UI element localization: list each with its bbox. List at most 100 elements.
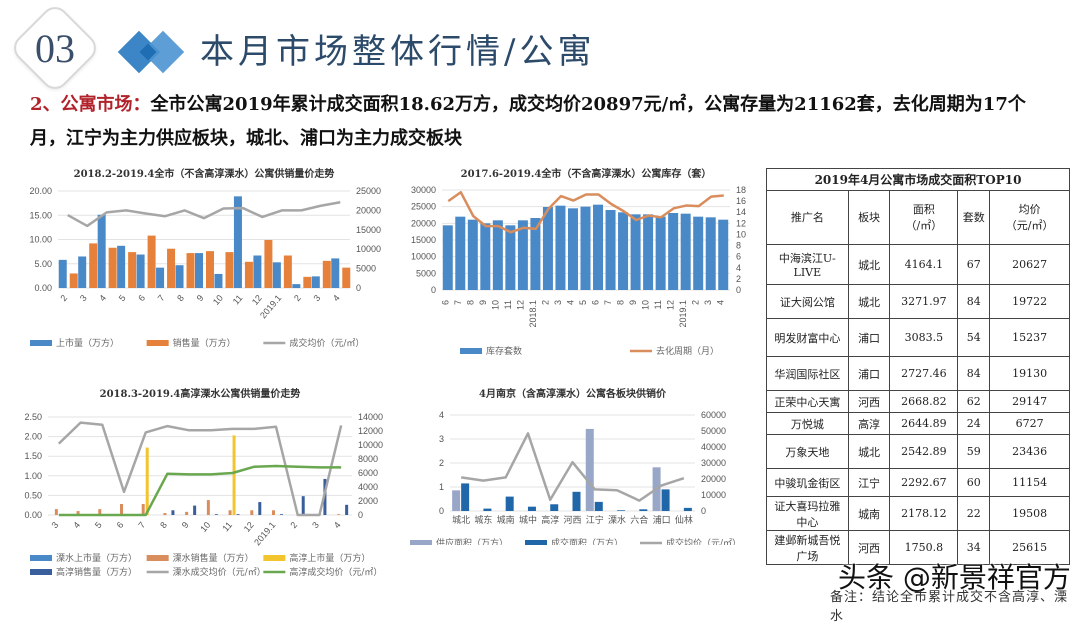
table-header-cell: 套数 [957, 190, 991, 245]
table-header-cell: 面积 （/㎡） [889, 190, 959, 245]
svg-text:3: 3 [439, 434, 444, 444]
svg-text:11: 11 [231, 293, 245, 307]
svg-text:9: 9 [478, 300, 488, 305]
svg-text:10000: 10000 [358, 440, 383, 450]
svg-text:10: 10 [641, 300, 651, 310]
svg-text:销售量（万方）: 销售量（万方） [173, 337, 236, 349]
table-cell: 19130 [989, 356, 1070, 391]
svg-text:7: 7 [453, 300, 463, 305]
table-cell: 万悦城 [766, 412, 849, 435]
svg-text:25000: 25000 [356, 186, 381, 196]
svg-text:8: 8 [158, 520, 169, 530]
chart-april-district: 4月南京（含高淳溧水）公寓各板块供销价 0 1 2 3 4 0 10000 20000 30000… [400, 385, 765, 545]
svg-text:1.50: 1.50 [24, 451, 42, 461]
svg-text:2: 2 [439, 458, 444, 468]
section-number: 03 [35, 26, 75, 71]
svg-text:高淳成交均价（元/㎡）: 高淳成交均价（元/㎡） [289, 566, 382, 578]
table-cell: 建邺新城吾悦广场 [766, 530, 849, 565]
svg-text:2018.1: 2018.1 [528, 300, 538, 328]
table-cell: 84 [957, 356, 991, 391]
svg-text:溧水销售量（万方）: 溧水销售量（万方） [173, 552, 254, 564]
table-row: 华润国际社区 浦口 2727.46 84 19130 [766, 356, 1070, 391]
svg-text:溧水成交均价（元/㎡）: 溧水成交均价（元/㎡） [173, 566, 266, 578]
svg-text:10: 10 [490, 300, 500, 310]
diamond-logo-icon [117, 30, 190, 74]
svg-text:2: 2 [540, 300, 550, 305]
svg-text:2: 2 [288, 520, 299, 530]
svg-text:1.00: 1.00 [24, 471, 42, 481]
table-cell: 浦口 [847, 318, 891, 357]
svg-text:9: 9 [180, 520, 191, 530]
svg-text:4: 4 [736, 263, 741, 273]
table-cell: 2727.46 [889, 356, 959, 391]
table-cell: 84 [957, 284, 991, 319]
svg-text:25000: 25000 [411, 202, 436, 212]
svg-text:5000: 5000 [416, 268, 436, 278]
table-cell: 54 [957, 318, 991, 357]
chart-title: 4月南京（含高淳溧水）公寓各板块供销价 [479, 387, 667, 400]
svg-text:5.00: 5.00 [34, 259, 52, 269]
svg-text:20000: 20000 [411, 218, 436, 228]
svg-text:12000: 12000 [358, 426, 383, 436]
svg-text:4: 4 [97, 293, 108, 303]
svg-text:2: 2 [292, 293, 303, 303]
table-header-cell: 均价 （元/㎡） [989, 190, 1070, 245]
table-cell: 25615 [989, 530, 1070, 565]
svg-text:11: 11 [220, 520, 234, 534]
table-cell: 2668.82 [889, 390, 959, 413]
svg-text:去化周期（月）: 去化周期（月） [656, 345, 719, 357]
watermark: 头条 @新景祥官方 [838, 561, 1071, 594]
table-cell: 万象天地 [766, 434, 849, 469]
svg-text:浦口: 浦口 [653, 514, 671, 525]
svg-text:5: 5 [93, 520, 104, 530]
chart-citywide-supply-sales: 2018.2-2019.4全市（不含高淳溧水）公寓供销量价走势 0.00 5.00 1… [20, 165, 390, 360]
svg-text:10: 10 [211, 293, 225, 307]
svg-text:50000: 50000 [701, 426, 726, 436]
table-cell: 河西 [847, 390, 891, 413]
table-cell: 11154 [989, 468, 1070, 497]
table-cell: 2542.89 [889, 434, 959, 469]
svg-text:溧水上市量（万方）: 溧水上市量（万方） [56, 552, 137, 564]
svg-text:城东: 城东 [474, 514, 492, 525]
svg-text:30000: 30000 [701, 458, 726, 468]
table-title: 2019年4月公寓市场成交面积TOP10 [766, 168, 1070, 191]
table-row: 万象天地 城北 2542.89 59 23436 [766, 434, 1070, 469]
svg-text:5: 5 [117, 293, 128, 303]
svg-text:6: 6 [591, 300, 601, 305]
svg-text:0: 0 [701, 506, 706, 516]
table-cell: 23436 [989, 434, 1070, 469]
svg-text:2: 2 [736, 274, 741, 284]
table-header-row: 推广名 板块 面积 （/㎡） 套数 均价 （元/㎡） [766, 190, 1070, 245]
table-cell: 证大阅公馆 [766, 284, 849, 319]
table-cell: 城北 [847, 284, 891, 319]
table-row: 中骏玑金街区 江宁 2292.67 60 11154 [766, 468, 1070, 497]
table-cell: 22 [957, 496, 991, 531]
svg-text:6000: 6000 [358, 468, 378, 478]
svg-text:2.50: 2.50 [24, 412, 42, 422]
top10-table: 2019年4月公寓市场成交面积TOP10 推广名 板块 面积 （/㎡） 套数 均价 （元/㎡… [766, 168, 1070, 565]
table-cell: 59 [957, 434, 991, 469]
svg-text:60000: 60000 [701, 410, 726, 420]
summary-lead: 2、公寓市场： [30, 94, 151, 115]
svg-text:上市量（万方）: 上市量（万方） [56, 337, 119, 349]
svg-text:11: 11 [503, 300, 513, 309]
svg-text:库存套数: 库存套数 [486, 345, 522, 357]
svg-text:4: 4 [565, 300, 575, 305]
svg-text:城中: 城中 [519, 514, 537, 525]
svg-text:3: 3 [78, 293, 89, 303]
svg-text:2: 2 [691, 300, 701, 305]
svg-text:6: 6 [440, 300, 450, 305]
table-cell: 29147 [989, 390, 1070, 413]
table-cell: 城北 [847, 244, 891, 285]
svg-text:5: 5 [578, 300, 588, 305]
table-row: 万悦城 高淳 2644.89 24 6727 [766, 412, 1070, 435]
chart-title: 2018.2-2019.4全市（不含高淳溧水）公寓供销量价走势 [74, 167, 335, 180]
table-cell: 华润国际社区 [766, 356, 849, 391]
svg-text:0: 0 [736, 285, 741, 295]
svg-text:3: 3 [553, 300, 563, 305]
table-row: 正荣中心天寓 河西 2668.82 62 29147 [766, 390, 1070, 413]
section-badge: 03 [8, 1, 102, 95]
svg-text:8: 8 [465, 300, 475, 305]
svg-text:30000: 30000 [411, 185, 436, 195]
chart-citywide-inventory: 2017.6-2019.4全市（不含高淳溧水）公寓库存（套） 0 5000 10000… [400, 165, 760, 365]
